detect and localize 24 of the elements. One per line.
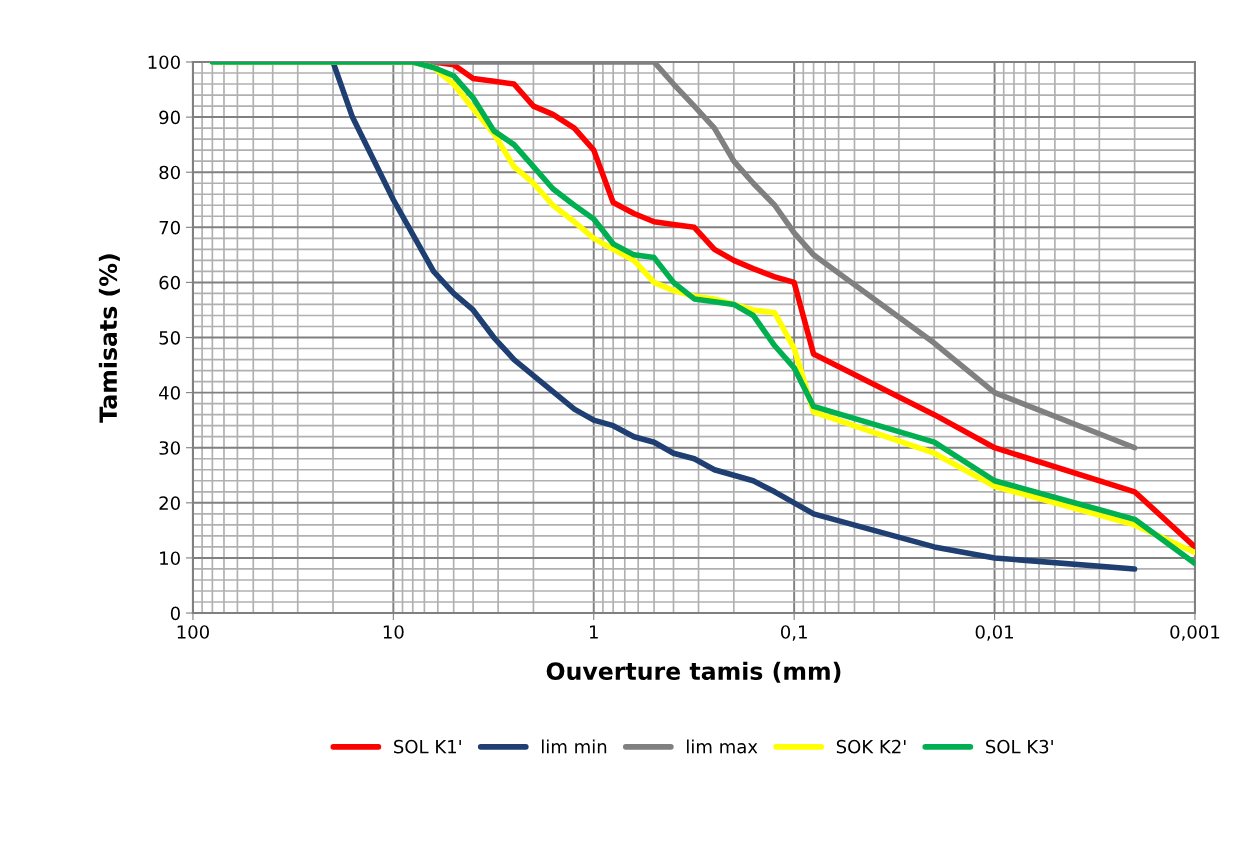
y-tick-label: 80	[159, 165, 180, 180]
x-tick-label: 10	[383, 625, 404, 639]
y-tick-label: 50	[159, 330, 180, 345]
x-tick-label: 0,01	[975, 625, 1013, 641]
x-tick-label: 0,1	[780, 625, 807, 641]
y-tick-label: 10	[160, 551, 180, 566]
y-tick-label: 0	[170, 606, 180, 621]
y-tick-label: 60	[159, 275, 180, 290]
legend-label: lim min	[541, 739, 607, 754]
y-tick-label: 40	[159, 386, 180, 400]
y-tick-label: 30	[159, 441, 180, 455]
legend-label: SOL K1'	[394, 739, 461, 754]
legend-label: SOL K3'	[986, 739, 1053, 754]
y-axis-title: Tamisats (%)	[98, 254, 120, 423]
x-tick-label: 1	[589, 625, 598, 639]
x-axis-title: Ouverture tamis (mm)	[546, 661, 841, 683]
y-tick-label: 90	[159, 110, 180, 125]
y-tick-label: 100	[148, 55, 180, 70]
x-tick-label: 0,001	[1170, 625, 1220, 641]
legend-label: SOK K2'	[836, 739, 906, 754]
x-tick-label: 100	[177, 625, 209, 639]
y-tick-label: 20	[159, 496, 180, 510]
y-tick-label: 70	[159, 220, 180, 235]
legend-label: lim max	[687, 739, 758, 754]
